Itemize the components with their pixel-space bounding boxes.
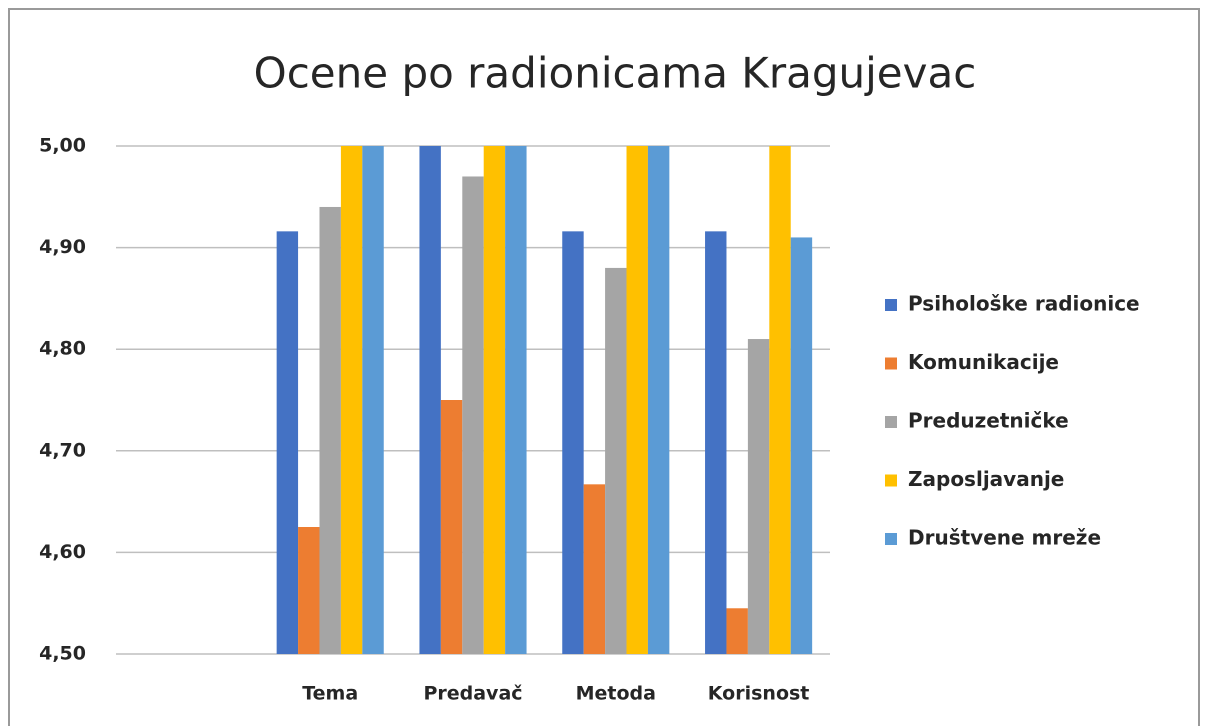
x-tick-label: Tema	[302, 683, 358, 705]
legend-label: Psihološke radionice	[908, 292, 1140, 316]
y-tick-label: 5,00	[39, 135, 86, 157]
x-tick-label: Metoda	[576, 683, 656, 705]
legend-label: Zaposljavanje	[908, 467, 1064, 491]
bar	[769, 146, 791, 654]
bar	[626, 146, 648, 654]
bar	[340, 146, 363, 654]
legend-label: Preduzetničke	[908, 409, 1069, 433]
bar	[726, 608, 748, 654]
bar	[647, 146, 670, 654]
bar	[419, 146, 441, 654]
bar	[747, 339, 770, 654]
y-tick-label: 4,80	[39, 338, 86, 360]
bar	[605, 267, 627, 654]
y-tick-label: 4,70	[39, 439, 86, 461]
bar	[505, 146, 527, 654]
x-tick-label: Predavač	[423, 683, 522, 705]
bar	[562, 231, 584, 654]
legend-label: Komunikacije	[908, 350, 1059, 374]
legend-swatch	[885, 416, 897, 428]
legend-swatch	[885, 474, 897, 487]
bar	[462, 176, 484, 655]
legend-swatch	[885, 533, 897, 545]
legend-swatch	[885, 357, 897, 370]
bar	[362, 146, 384, 654]
bar	[583, 484, 606, 654]
legend-swatch	[885, 299, 897, 311]
bar	[483, 146, 506, 654]
bar	[705, 231, 727, 654]
y-tick-label: 4,50	[39, 643, 86, 665]
bar	[298, 527, 320, 654]
chart-title: Ocene po radionicama Kragujevac	[254, 49, 977, 98]
legend-label: Društvene mreže	[908, 526, 1101, 550]
y-tick-label: 4,90	[39, 236, 86, 258]
bar	[790, 237, 813, 654]
bar	[319, 206, 341, 654]
x-tick-label: Korisnost	[708, 683, 810, 705]
bar	[276, 231, 299, 654]
bar	[440, 400, 463, 654]
y-tick-label: 4,60	[39, 541, 86, 563]
